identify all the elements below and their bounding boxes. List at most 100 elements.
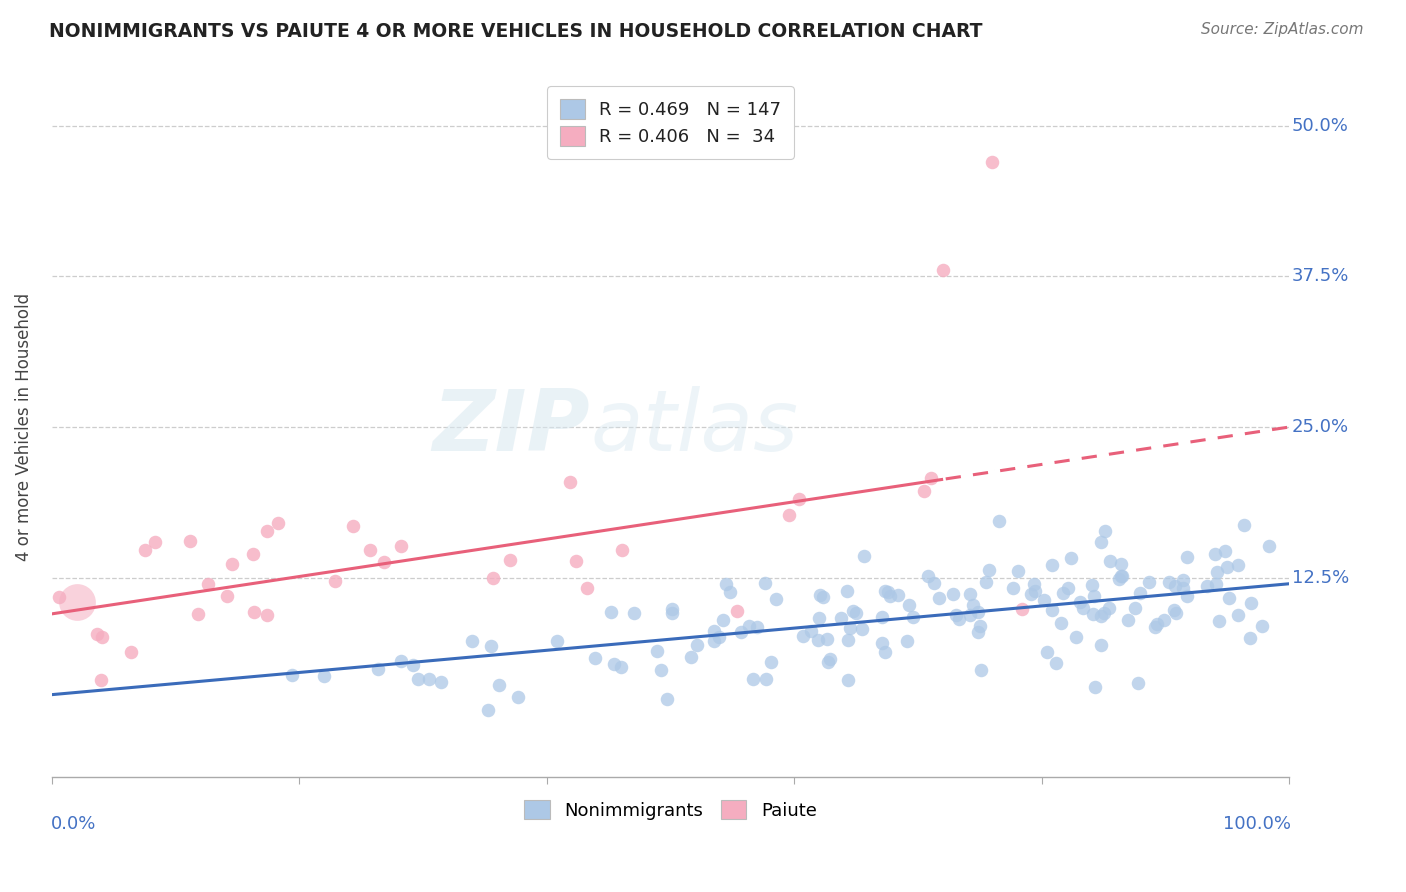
Point <box>91 630 114 644</box>
Point <box>1024 584 1046 599</box>
Point <box>981 154 1004 169</box>
Point <box>367 662 389 676</box>
Point <box>718 585 741 599</box>
Point <box>873 583 896 598</box>
Point <box>987 514 1010 528</box>
Text: NONIMMIGRANTS VS PAIUTE 4 OR MORE VEHICLES IN HOUSEHOLD CORRELATION CHART: NONIMMIGRANTS VS PAIUTE 4 OR MORE VEHICL… <box>49 22 983 41</box>
Legend: Nonimmigrants, Paiute: Nonimmigrants, Paiute <box>513 789 828 830</box>
Point <box>1208 614 1230 628</box>
Point <box>65 595 87 609</box>
Point <box>942 587 965 601</box>
Point <box>134 542 156 557</box>
Point <box>1094 524 1116 539</box>
Point <box>969 619 991 633</box>
Point <box>765 591 787 606</box>
Point <box>242 548 264 562</box>
Point <box>686 639 709 653</box>
Point <box>817 655 839 669</box>
Point <box>1163 603 1185 617</box>
Point <box>1084 680 1107 694</box>
Point <box>1213 544 1236 558</box>
Point <box>1144 620 1167 634</box>
Point <box>1153 613 1175 627</box>
Text: 37.5%: 37.5% <box>1292 268 1350 285</box>
Point <box>851 622 873 636</box>
Point <box>922 576 945 591</box>
Point <box>1021 587 1043 601</box>
Point <box>741 672 763 686</box>
Point <box>1071 601 1094 615</box>
Point <box>389 539 412 553</box>
Point <box>583 650 606 665</box>
Point <box>612 542 634 557</box>
Point <box>1171 573 1194 587</box>
Point <box>342 518 364 533</box>
Point <box>602 657 624 671</box>
Point <box>1099 554 1122 568</box>
Point <box>679 649 702 664</box>
Point <box>143 535 166 549</box>
Point <box>499 552 522 566</box>
Point <box>1146 616 1168 631</box>
Point <box>974 574 997 589</box>
Point <box>1040 603 1063 617</box>
Point <box>876 585 898 599</box>
Text: 12.5%: 12.5% <box>1292 569 1348 587</box>
Point <box>1164 579 1187 593</box>
Point <box>932 263 955 277</box>
Point <box>852 549 875 563</box>
Point <box>197 577 219 591</box>
Point <box>967 625 990 640</box>
Point <box>1250 618 1272 632</box>
Point <box>1081 607 1104 622</box>
Text: 25.0%: 25.0% <box>1292 418 1348 436</box>
Point <box>945 607 967 622</box>
Point <box>1036 645 1059 659</box>
Point <box>482 571 505 585</box>
Point <box>1218 591 1240 605</box>
Point <box>1205 565 1227 579</box>
Point <box>714 577 737 591</box>
Point <box>818 652 841 666</box>
Point <box>215 589 238 603</box>
Point <box>1001 581 1024 595</box>
Text: 100.0%: 100.0% <box>1222 815 1291 833</box>
Point <box>811 590 834 604</box>
Point <box>912 483 935 498</box>
Point <box>86 627 108 641</box>
Point <box>1092 606 1115 620</box>
Point <box>835 584 858 599</box>
Point <box>1108 572 1130 586</box>
Point <box>575 582 598 596</box>
Point <box>738 618 761 632</box>
Point <box>1137 574 1160 589</box>
Point <box>1080 578 1102 592</box>
Point <box>842 604 865 618</box>
Point <box>179 533 201 548</box>
Point <box>754 576 776 591</box>
Point <box>1159 574 1181 589</box>
Point <box>1049 615 1071 630</box>
Point <box>920 471 942 485</box>
Point <box>1007 564 1029 578</box>
Point <box>1171 581 1194 595</box>
Point <box>808 611 831 625</box>
Point <box>661 601 683 615</box>
Point <box>896 634 918 648</box>
Point <box>256 524 278 538</box>
Point <box>709 630 731 644</box>
Point <box>373 555 395 569</box>
Point <box>256 607 278 622</box>
Point <box>1258 539 1281 553</box>
Point <box>967 605 990 619</box>
Point <box>120 645 142 659</box>
Point <box>1060 550 1083 565</box>
Point <box>837 632 859 647</box>
Point <box>1239 632 1261 646</box>
Point <box>655 691 678 706</box>
Point <box>650 663 672 677</box>
Point <box>1109 569 1132 583</box>
Point <box>477 703 499 717</box>
Point <box>1205 577 1227 591</box>
Point <box>1116 614 1139 628</box>
